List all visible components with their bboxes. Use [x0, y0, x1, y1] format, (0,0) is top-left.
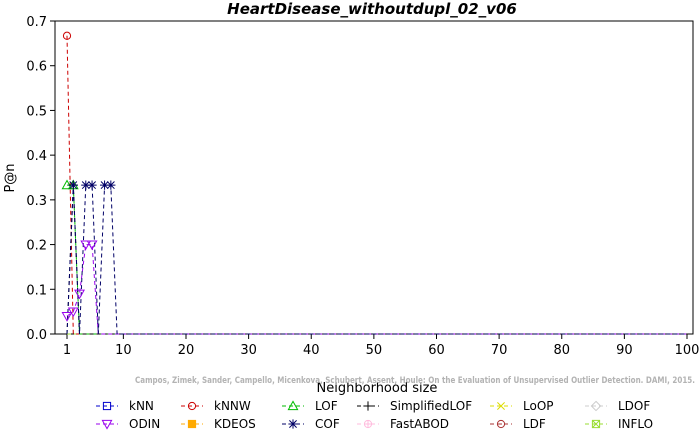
legend-item-ldf: LDF — [490, 417, 546, 431]
x-axis-label: Neighborhood size — [317, 381, 438, 396]
legend-item-cof: COF — [282, 417, 340, 431]
y-axis-label: P@n — [3, 163, 18, 192]
legend-item-fastabod: FastABOD — [357, 417, 449, 431]
legend-swatch-marker — [288, 419, 298, 429]
data-point-cof — [68, 180, 78, 190]
x-tick-label: 50 — [366, 343, 383, 358]
x-tick-label: 60 — [428, 343, 445, 358]
legend-swatch-marker — [187, 419, 197, 429]
data-point-odin — [80, 240, 92, 251]
legend-swatch-marker — [101, 419, 113, 430]
data-point-lof — [61, 179, 73, 190]
x-tick-label: 80 — [553, 343, 570, 358]
legend-item-ldof: LDOF — [585, 399, 650, 413]
legend-item-inflo: INFLO — [585, 417, 653, 431]
y-tick-label: 0.7 — [26, 15, 47, 30]
y-tick-label: 0.2 — [26, 239, 47, 254]
data-point-cof — [106, 180, 116, 190]
legend: kNN kNNW LOF SimplifiedLOF LoOP LDOF ODIN KDEOS… — [96, 399, 653, 431]
chart-title: HeartDisease_withoutdupl_02_v06 — [227, 0, 517, 18]
data-point-odin — [86, 240, 98, 251]
legend-label: kNNW — [214, 399, 251, 413]
y-tick-label: 0.6 — [26, 60, 47, 75]
legend-item-kdeos: KDEOS — [181, 417, 256, 431]
data-point-odin — [61, 312, 73, 322]
legend-swatch-marker — [496, 419, 506, 429]
series-line-cof — [66, 184, 687, 335]
data-point-cof — [99, 180, 110, 190]
plot-frame — [54, 20, 694, 335]
legend-swatch-marker — [187, 401, 197, 411]
legend-label: SimplifiedLOF — [390, 399, 472, 413]
y-tick-label: 0.0 — [26, 328, 47, 343]
legend-swatch-marker — [287, 400, 299, 411]
y-tick-label: 0.3 — [26, 194, 47, 209]
legend-label: FastABOD — [390, 417, 449, 431]
y-axis: 0.0 0.1 0.2 0.3 0.4 0.5 0.6 0.7 — [26, 15, 55, 343]
x-tick-label: 40 — [303, 343, 320, 358]
data-point-knnw — [62, 31, 72, 40]
legend-swatch-marker — [497, 402, 505, 410]
x-tick-label: 90 — [616, 343, 633, 358]
y-tick-label: 0.5 — [26, 104, 47, 119]
legend-swatch-marker — [591, 419, 601, 429]
legend-swatch-marker — [102, 401, 112, 411]
legend-item-simplifiedlof: SimplifiedLOF — [357, 399, 472, 413]
legend-label: LDOF — [618, 399, 650, 413]
series-line-odin — [66, 244, 687, 335]
legend-label: INFLO — [618, 417, 653, 431]
x-tick-label: 70 — [491, 343, 508, 358]
data-point-cof — [81, 180, 91, 190]
legend-label: COF — [315, 417, 340, 431]
watermark: Campos, Zimek, Sander, Campello, Micenko… — [135, 376, 695, 386]
legend-label: LOF — [315, 399, 338, 413]
x-tick-label: 1 — [63, 343, 71, 358]
legend-item-knnw: kNNW — [181, 399, 251, 413]
legend-item-lof: LOF — [282, 399, 338, 413]
x-tick-label: 10 — [115, 343, 132, 358]
y-tick-label: 0.4 — [26, 149, 47, 164]
series-group — [61, 31, 687, 335]
y-tick-label: 0.1 — [26, 283, 47, 298]
legend-label: LDF — [523, 417, 546, 431]
plot-area — [54, 20, 694, 335]
legend-swatch-marker — [590, 400, 602, 412]
legend-label: ODIN — [129, 417, 160, 431]
legend-swatch-marker — [363, 401, 373, 411]
data-point-odin — [67, 307, 79, 318]
legend-item-loop: LoOP — [490, 399, 554, 413]
data-point-cof — [87, 180, 97, 190]
x-tick-label: 100 — [675, 343, 699, 358]
legend-label: KDEOS — [214, 417, 256, 431]
legend-swatch-marker — [363, 419, 373, 429]
x-tick-label: 20 — [178, 343, 195, 358]
legend-label: kNN — [129, 399, 154, 413]
x-tick-label: 30 — [240, 343, 257, 358]
legend-item-odin: ODIN — [96, 417, 160, 431]
legend-item-knn: kNN — [96, 399, 154, 413]
x-axis: 1 10 20 30 40 50 60 70 80 90 100 — [63, 334, 699, 358]
legend-label: LoOP — [523, 399, 554, 413]
data-point-odin — [74, 289, 85, 300]
